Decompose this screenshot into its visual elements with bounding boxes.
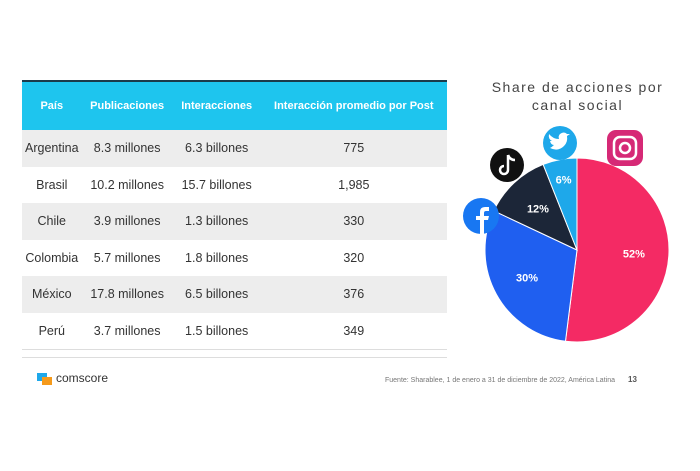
slice-label: 6% [556, 175, 572, 187]
slice-label: 30% [516, 272, 538, 284]
twitter-glyph [548, 132, 570, 150]
header-cell: País [22, 81, 82, 130]
slice-label: 12% [527, 203, 549, 215]
table-cell: 3.9 millones [81, 203, 173, 240]
logo-mark [42, 377, 52, 385]
table-cell: 330 [260, 203, 447, 240]
pie-slice [564, 157, 670, 343]
table-cell: 320 [343, 250, 365, 265]
instagram-icon [607, 130, 643, 166]
chart-title: Share de acciones por canal social [491, 79, 664, 113]
table-cell: 1,985 [338, 177, 370, 192]
instagram-glyph [612, 135, 638, 161]
table-cell: 8.3 millones [81, 130, 173, 167]
table-cell: 6.5 billones [172, 276, 261, 313]
table-cell: 1.5 billones [185, 323, 249, 338]
table-row: Brasil 10.2 millones 15.7 billones 1,985 [22, 167, 447, 204]
table-cell: Chile [22, 203, 82, 240]
table-row: México 17.8 millones 6.5 billones 376 [22, 276, 447, 313]
table-row: Colombia 5.7 millones 1.8 billones 320 [22, 240, 447, 277]
tiktok-glyph [498, 154, 516, 176]
header-cell: Interacciones [172, 81, 261, 130]
header-cell: Interacción promedio por Post [260, 81, 447, 130]
table-cell: Colombia [25, 250, 79, 265]
table-cell: Brasil [36, 177, 68, 192]
table-row: Chile 3.9 millones 1.3 billones 330 [22, 203, 447, 240]
facebook-glyph [476, 207, 489, 234]
table-cell: México [22, 276, 82, 313]
table-cell: 3.7 millones [93, 323, 161, 338]
table-cell: 349 [343, 323, 365, 338]
data-table: País Publicaciones Interacciones Interacció… [22, 80, 447, 350]
table-cell: 1.8 billones [185, 250, 249, 265]
table-cell: 6.3 billones [172, 130, 261, 167]
table-cell: Perú [38, 323, 65, 338]
table-cell: Argentina [22, 130, 82, 167]
table-row: Argentina 8.3 millones 6.3 billones 775 [22, 130, 447, 167]
table-cell: 775 [260, 130, 447, 167]
source-note: Fuente: Sharablee, 1 de enero a 31 de di… [385, 377, 615, 384]
table-cell: 1.3 billones [172, 203, 261, 240]
table-cell: 5.7 millones [93, 250, 161, 265]
table-row: Perú 3.7 millones 1.5 billones 349 [22, 313, 447, 350]
instagram-glyph [618, 141, 632, 155]
slice-label: 52% [623, 249, 645, 261]
divider [22, 357, 447, 358]
table-cell: 376 [260, 276, 447, 313]
table-cell: 10.2 millones [90, 177, 164, 192]
page-number: 13 [628, 375, 637, 384]
header-cell: Publicaciones [81, 81, 173, 130]
logo-text: comscore [56, 371, 108, 385]
table-cell: 17.8 millones [81, 276, 173, 313]
table-cell: 15.7 billones [181, 177, 252, 192]
